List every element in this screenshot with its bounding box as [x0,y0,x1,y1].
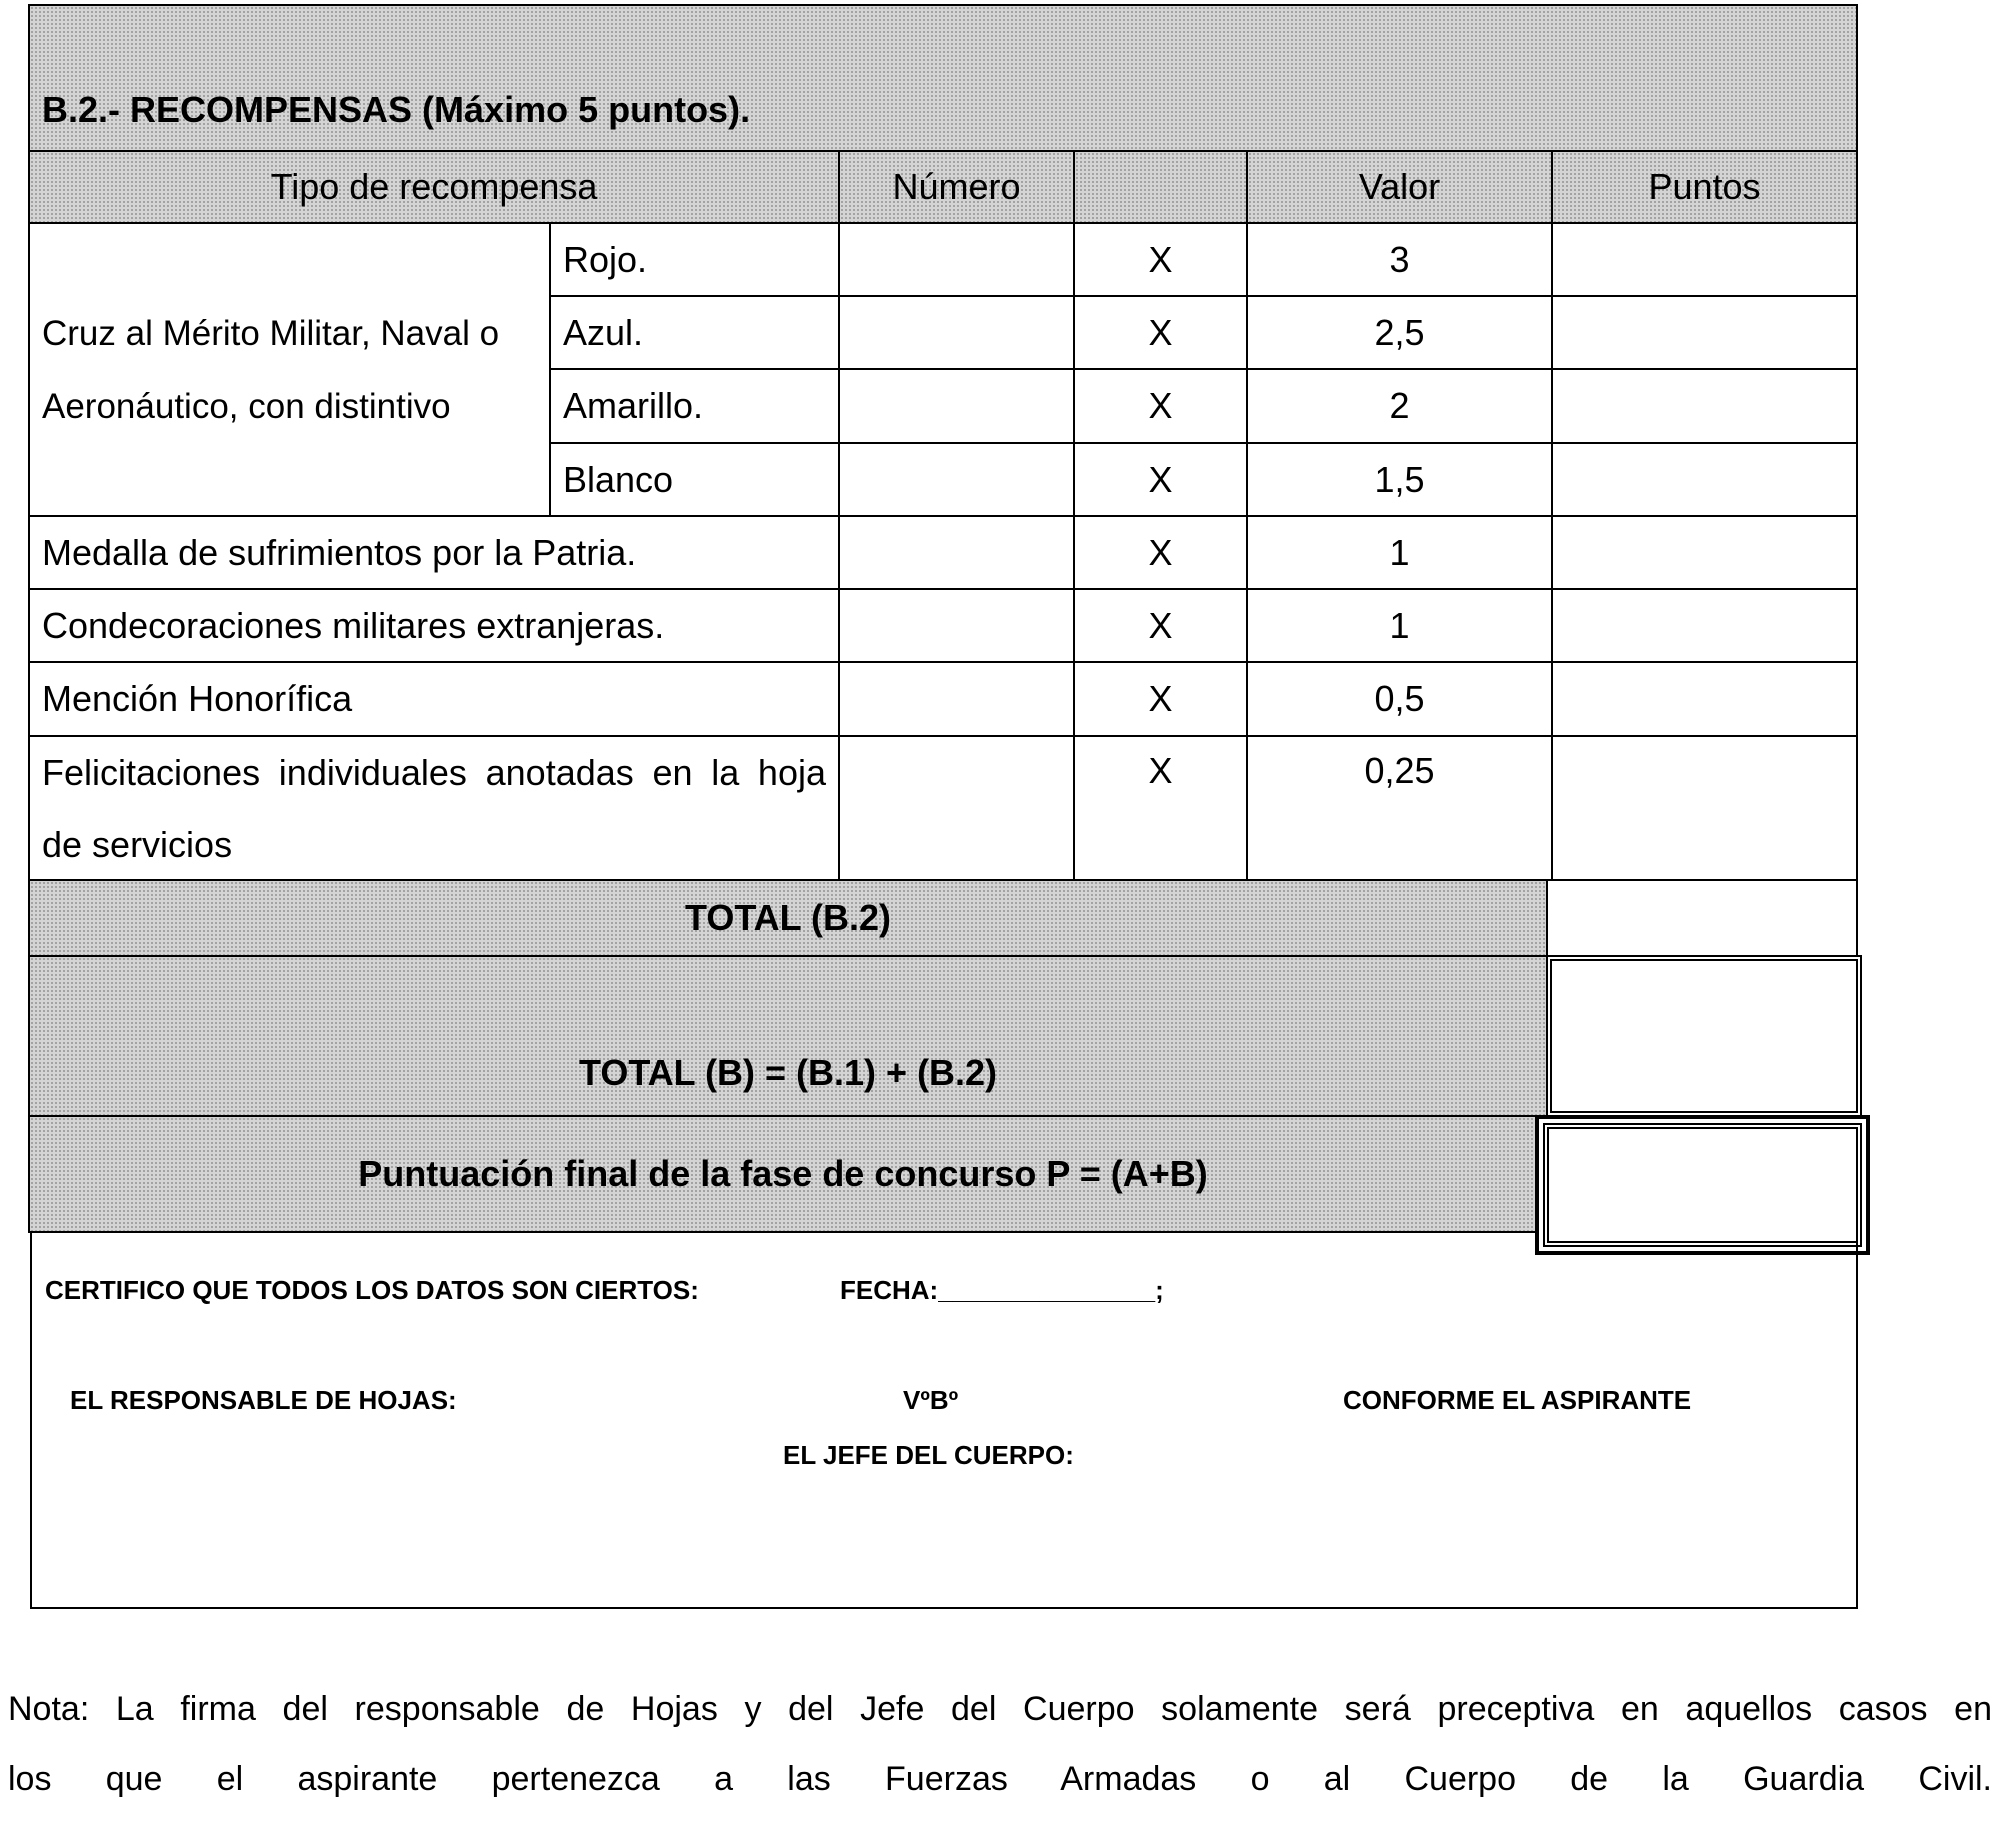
row-multiply: X [1073,368,1248,444]
vobo-label: VºBº [903,1385,959,1415]
row-multiply: X [1073,661,1248,737]
header-tipo: Tipo de recompensa [28,150,840,224]
row-tipo: Mención Honorífica [28,661,840,737]
row-numero-input[interactable] [838,515,1075,590]
row-numero-input[interactable] [838,735,1075,881]
conforme-label: CONFORME EL ASPIRANTE [1343,1385,1692,1415]
row-tipo: Felicitaciones individuales anotadas en … [28,735,840,881]
row-tipo: Rojo. [549,222,840,297]
row-puntos-input[interactable] [1551,442,1858,517]
row-tipo: Azul. [549,295,840,370]
header-numero: Número [838,150,1075,224]
row-tipo: Blanco [549,442,840,517]
total-b2-box[interactable] [1546,879,1858,957]
row-tipo: Condecoraciones militares extranjeras. [28,588,840,663]
cruz-label: Cruz al Mérito Militar, Naval o Aeronáut… [28,222,551,517]
row-puntos-input[interactable] [1551,295,1858,370]
row-valor: 1 [1246,588,1553,663]
row-numero-input[interactable] [838,661,1075,737]
puntuacion-label: Puntuación final de la fase de concurso … [28,1115,1538,1233]
row-numero-input[interactable] [838,368,1075,444]
total-b-label: TOTAL (B) = (B.1) + (B.2) [28,955,1548,1117]
section-title-text: B.2.- RECOMPENSAS (Máximo 5 puntos). [42,89,751,130]
jefe-label: EL JEFE DEL CUERPO: [783,1440,1074,1470]
row-valor: 1 [1246,515,1553,590]
row-multiply: X [1073,735,1248,881]
responsable-label: EL RESPONSABLE DE HOJAS: [70,1385,457,1415]
puntuacion-box[interactable] [1535,1115,1870,1255]
row-numero-input[interactable] [838,295,1075,370]
row-multiply: X [1073,588,1248,663]
row-puntos-input[interactable] [1551,735,1858,881]
row-multiply: X [1073,442,1248,517]
row-valor: 0,25 [1246,735,1553,881]
row-puntos-input[interactable] [1551,588,1858,663]
row-valor: 1,5 [1246,442,1553,517]
row-valor: 2,5 [1246,295,1553,370]
row-puntos-input[interactable] [1551,368,1858,444]
row-numero-input[interactable] [838,588,1075,663]
row-multiply: X [1073,222,1248,297]
nota-line-2: los que el aspirante pertenezca a las Fu… [8,1760,1992,1798]
row-multiply: X [1073,515,1248,590]
row-puntos-input[interactable] [1551,222,1858,297]
row-numero-input[interactable] [838,222,1075,297]
row-valor: 0,5 [1246,661,1553,737]
row-puntos-input[interactable] [1551,661,1858,737]
fecha-field[interactable]: FECHA:_______________; [840,1275,1164,1305]
cruz-label-text: Cruz al Mérito Militar, Naval o Aeronáut… [42,313,500,426]
header-blank [1073,150,1248,224]
header-valor: Valor [1246,150,1553,224]
nota-line-1: Nota: La firma del responsable de Hojas … [8,1690,1992,1728]
row-tipo: Amarillo. [549,368,840,444]
header-puntos: Puntos [1551,150,1858,224]
total-b2-label: TOTAL (B.2) [28,879,1548,957]
certification-box [30,1231,1858,1609]
certifico-text: CERTIFICO QUE TODOS LOS DATOS SON CIERTO… [45,1275,699,1305]
row-valor: 3 [1246,222,1553,297]
section-title: B.2.- RECOMPENSAS (Máximo 5 puntos). [28,4,1858,152]
row-tipo: Medalla de sufrimientos por la Patria. [28,515,840,590]
total-b-box[interactable] [1546,955,1862,1117]
row-valor: 2 [1246,368,1553,444]
row-multiply: X [1073,295,1248,370]
row-puntos-input[interactable] [1551,515,1858,590]
row-numero-input[interactable] [838,442,1075,517]
